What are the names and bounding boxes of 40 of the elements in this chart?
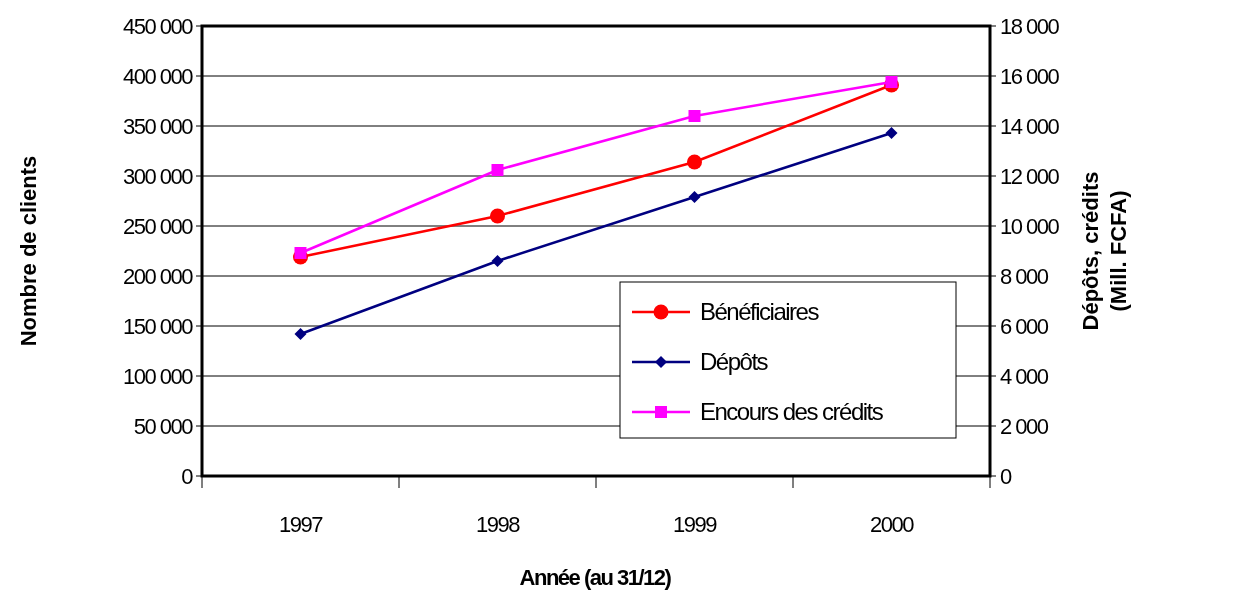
y2-tick-label: 14 000 [1000, 113, 1060, 139]
y-axis-title: Nombre de clients [16, 155, 41, 347]
y2-tick-label: 6 000 [1000, 313, 1049, 339]
x-axis-title: Année (au 31/12) [519, 565, 672, 590]
legend-label: Encours des crédits [700, 398, 884, 426]
y2-axis-title: Dépôts, crédits (Mill. FCFA) [1078, 171, 1131, 331]
y-tick-label: 300 000 [122, 163, 194, 189]
x-tick-label: 1997 [279, 512, 324, 537]
point [687, 154, 702, 170]
point [294, 247, 307, 259]
y-tick-label: 400 000 [122, 63, 194, 89]
y-tick-label: 150 000 [122, 313, 194, 339]
x-tick-label: 1998 [476, 512, 521, 537]
y-tick-label: 0 [181, 463, 194, 489]
y-tick-label: 200 000 [122, 263, 194, 289]
y2-tick-label: 8 000 [1000, 263, 1049, 289]
point [885, 76, 898, 88]
point [688, 191, 701, 203]
y-tick-label: 50 000 [133, 413, 194, 439]
legend-label: Dépôts [700, 348, 769, 376]
y2-tick-label: 16 000 [1000, 63, 1060, 89]
y-tick-label: 250 000 [122, 213, 194, 239]
y2-tick-label: 18 000 [1000, 13, 1060, 39]
point [491, 164, 504, 176]
legend-label: Bénéficiaires [700, 298, 820, 326]
point [294, 328, 307, 340]
y2-tick-label: 4 000 [1000, 363, 1049, 389]
y-tick-label: 450 000 [122, 13, 194, 39]
x-tick-label: 1999 [673, 512, 718, 537]
x-tick-label: 2000 [870, 512, 915, 537]
point [490, 208, 505, 224]
point [885, 127, 898, 139]
y2-tick-label: 12 000 [1000, 163, 1060, 189]
y2-tick-label: 10 000 [1000, 213, 1060, 239]
point [688, 110, 701, 122]
y2-tick-label: 2 000 [1000, 413, 1049, 439]
y-tick-label: 350 000 [122, 113, 194, 139]
point [491, 255, 504, 267]
y2-tick-label: 0 [1000, 463, 1012, 489]
y-tick-label: 100 000 [122, 363, 194, 389]
